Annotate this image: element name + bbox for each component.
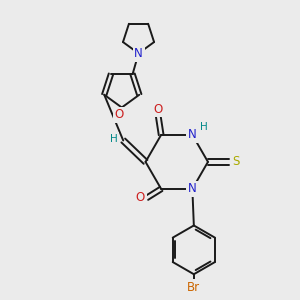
Text: H: H: [200, 122, 208, 131]
Text: O: O: [154, 103, 163, 116]
Text: N: N: [134, 47, 143, 60]
Text: Br: Br: [187, 281, 200, 294]
Text: H: H: [110, 134, 118, 144]
Text: N: N: [188, 182, 197, 195]
Text: S: S: [232, 155, 240, 168]
Text: O: O: [136, 191, 145, 204]
Text: N: N: [188, 128, 197, 141]
Text: O: O: [115, 108, 124, 122]
